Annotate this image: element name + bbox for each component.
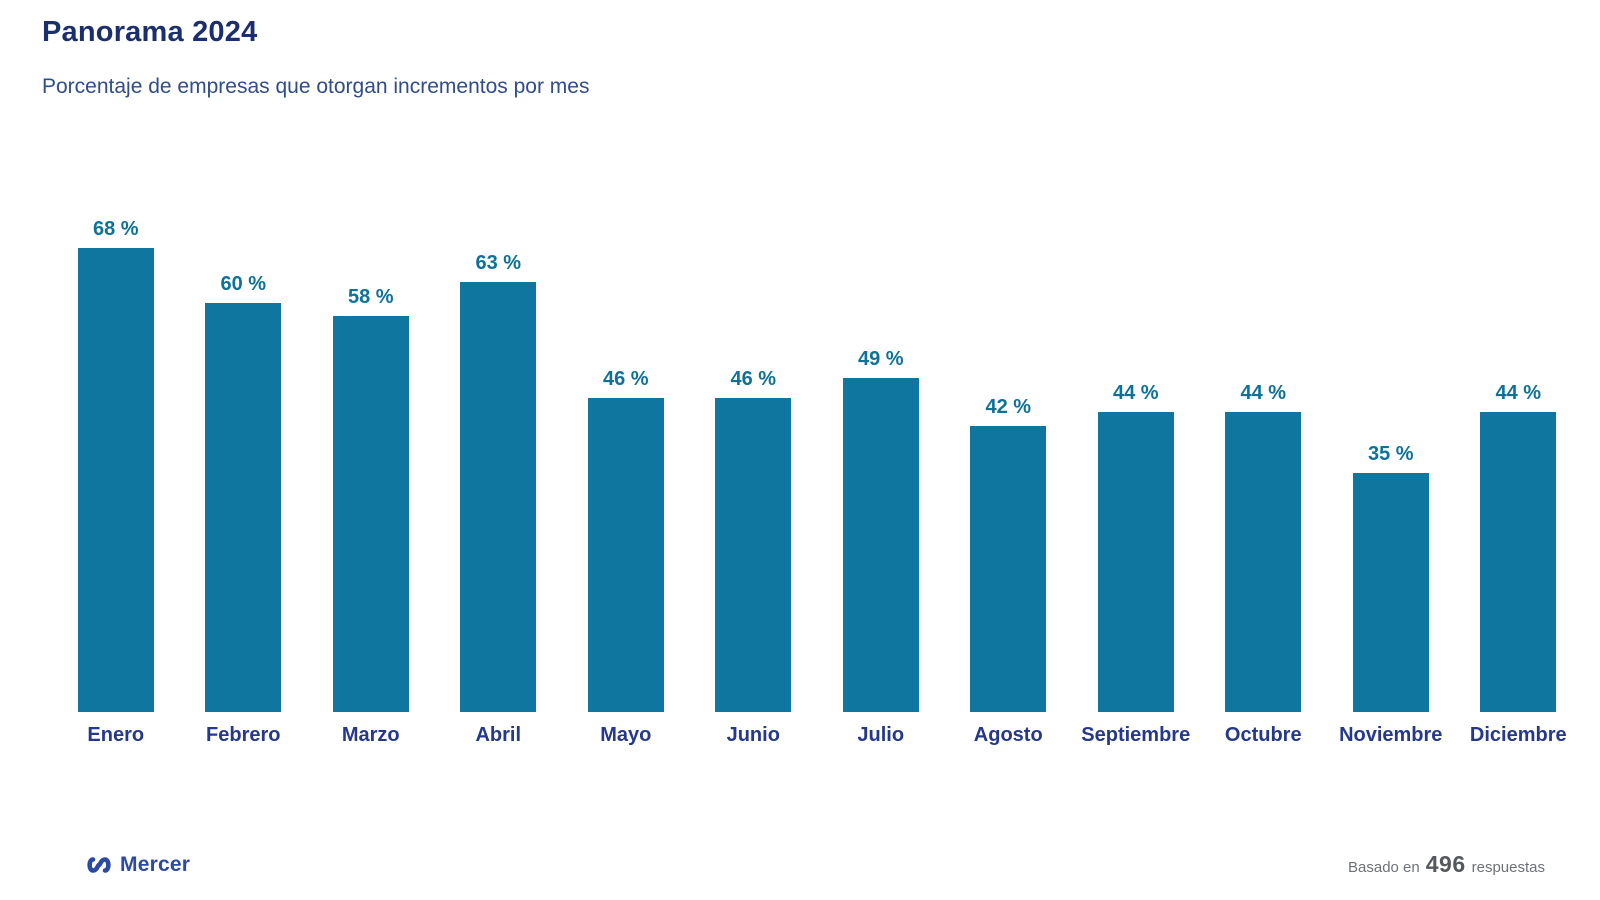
mercer-brand: Mercer bbox=[85, 853, 190, 877]
bar bbox=[1352, 473, 1429, 712]
note-suffix: respuestas bbox=[1471, 859, 1545, 876]
x-axis-label: Julio bbox=[857, 724, 905, 746]
bars-row: 68 % Enero 60 % Febrero 58 % Marzo 63 % Abril 46… bbox=[52, 127, 1582, 747]
page-title: Panorama 2024 bbox=[42, 16, 258, 48]
mercer-wordmark: Mercer bbox=[120, 852, 191, 876]
x-axis-label: Octubre bbox=[1224, 724, 1302, 746]
bar bbox=[1225, 412, 1302, 712]
bar-stack: 49 % bbox=[842, 127, 919, 712]
bar-stack: 42 % bbox=[970, 127, 1047, 712]
bar-value-label: 44 % bbox=[1495, 382, 1542, 404]
x-axis-label: Noviembre bbox=[1339, 724, 1443, 746]
bar bbox=[587, 398, 664, 712]
x-axis-label: Febrero bbox=[206, 724, 281, 746]
bar-column: 46 % Mayo bbox=[562, 127, 690, 747]
chart-footer: Mercer Basado en 496 respuestas bbox=[0, 851, 1600, 878]
bar-stack: 63 % bbox=[460, 127, 537, 712]
bar-stack: 46 % bbox=[715, 127, 792, 712]
x-axis-label: Diciembre bbox=[1469, 724, 1567, 746]
x-axis-label: Agosto bbox=[973, 724, 1043, 746]
bar-column: 44 % Diciembre bbox=[1455, 127, 1583, 747]
bar-column: 44 % Octubre bbox=[1200, 127, 1328, 747]
x-axis-label: Junio bbox=[726, 724, 780, 746]
bar-value-label: 49 % bbox=[857, 348, 904, 370]
bar bbox=[970, 426, 1047, 712]
bar-stack: 68 % bbox=[77, 127, 154, 712]
bar bbox=[332, 316, 409, 712]
x-axis-label: Enero bbox=[87, 724, 145, 746]
bar-column: 44 % Septiembre bbox=[1072, 127, 1200, 747]
bar bbox=[1097, 412, 1174, 712]
bar-stack: 35 % bbox=[1352, 127, 1429, 712]
bar-value-label: 42 % bbox=[985, 396, 1032, 418]
bar-value-label: 46 % bbox=[602, 368, 649, 390]
bar-column: 60 % Febrero bbox=[180, 127, 308, 747]
bar-stack: 44 % bbox=[1480, 127, 1557, 712]
note-prefix: Basado en bbox=[1348, 859, 1420, 876]
bar-value-label: 68 % bbox=[92, 218, 139, 240]
mercer-logo-icon bbox=[85, 855, 113, 875]
x-axis-label: Septiembre bbox=[1081, 724, 1191, 746]
bar bbox=[715, 398, 792, 712]
bar-chart: 68 % Enero 60 % Febrero 58 % Marzo 63 % Abril 46… bbox=[0, 127, 1600, 747]
bar bbox=[460, 282, 537, 712]
sample-size-note: Basado en 496 respuestas bbox=[1348, 851, 1545, 878]
bar-stack: 44 % bbox=[1097, 127, 1174, 712]
bar-column: 35 % Noviembre bbox=[1327, 127, 1455, 747]
bar-value-label: 35 % bbox=[1367, 443, 1414, 465]
note-count: 496 bbox=[1425, 851, 1466, 877]
bar-stack: 44 % bbox=[1225, 127, 1302, 712]
bar-column: 42 % Agosto bbox=[945, 127, 1073, 747]
bar-value-label: 46 % bbox=[730, 368, 777, 390]
bar-value-label: 44 % bbox=[1240, 382, 1287, 404]
bar bbox=[77, 248, 154, 712]
bar-stack: 46 % bbox=[587, 127, 664, 712]
bar bbox=[1480, 412, 1557, 712]
bar-value-label: 58 % bbox=[347, 286, 394, 308]
bar bbox=[205, 303, 282, 712]
bar-value-label: 44 % bbox=[1112, 382, 1159, 404]
x-axis-label: Abril bbox=[475, 724, 522, 746]
bar-column: 63 % Abril bbox=[435, 127, 563, 747]
bar-value-label: 63 % bbox=[475, 252, 522, 274]
bar-stack: 60 % bbox=[205, 127, 282, 712]
x-axis-label: Marzo bbox=[341, 724, 400, 746]
bar-stack: 58 % bbox=[332, 127, 409, 712]
bar bbox=[842, 378, 919, 712]
bar-column: 68 % Enero bbox=[52, 127, 180, 747]
chart-header: Panorama 2024 Porcentaje de empresas que… bbox=[0, 0, 1600, 99]
chart-subtitle: Porcentaje de empresas que otorgan incre… bbox=[42, 75, 590, 98]
x-axis-label: Mayo bbox=[600, 724, 652, 746]
bar-column: 58 % Marzo bbox=[307, 127, 435, 747]
bar-value-label: 60 % bbox=[220, 273, 267, 295]
bar-column: 46 % Junio bbox=[690, 127, 818, 747]
bar-column: 49 % Julio bbox=[817, 127, 945, 747]
